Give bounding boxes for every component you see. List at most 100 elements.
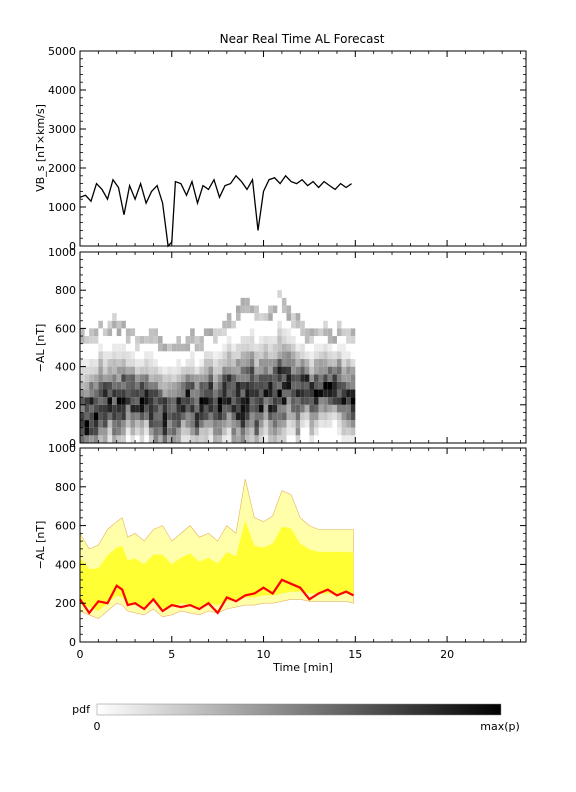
- heatmap-cell: [93, 358, 99, 367]
- heatmap-cell: [300, 343, 305, 352]
- heatmap-cell: [213, 351, 218, 359]
- heatmap-cell: [245, 366, 250, 375]
- heatmap-cell: [236, 358, 241, 367]
- heatmap-cell: [148, 435, 154, 443]
- heatmap-cell: [263, 351, 269, 359]
- heatmap-cell: [341, 328, 347, 337]
- heatmap-cell: [158, 435, 163, 443]
- heatmap-cell: [217, 381, 223, 390]
- heatmap-cell: [277, 343, 282, 352]
- heatmap-cell: [144, 366, 149, 375]
- heatmap-cell: [125, 420, 131, 428]
- heatmap-cell: [130, 427, 136, 436]
- heatmap-cell: [180, 381, 186, 390]
- heatmap-cell: [327, 358, 333, 367]
- heatmap-cell: [107, 412, 113, 421]
- heatmap-cell: [341, 420, 347, 428]
- heatmap-cell: [277, 420, 282, 428]
- heatmap-cell: [190, 420, 195, 428]
- heatmap-cell: [153, 336, 159, 344]
- heatmap-cell: [89, 397, 94, 405]
- heatmap-cell: [176, 374, 181, 382]
- heatmap-cell: [226, 404, 232, 413]
- heatmap-cell: [203, 397, 209, 405]
- heatmap-cell: [80, 328, 85, 337]
- heatmap-cell: [217, 420, 223, 428]
- heatmap-cell: [341, 381, 347, 390]
- heatmap-cell: [254, 427, 259, 436]
- heatmap-cell: [254, 313, 259, 321]
- heatmap-cell: [341, 374, 347, 382]
- heatmap-cell: [171, 366, 177, 375]
- heatmap-cell: [286, 389, 292, 398]
- heatmap-cell: [263, 412, 269, 421]
- heatmap-cell: [318, 343, 324, 352]
- vbs-series-line: [79, 174, 352, 248]
- heatmap-cell: [194, 412, 200, 421]
- heatmap-cell: [346, 336, 351, 344]
- heatmap-cell: [327, 366, 333, 375]
- y-tick-label: 3000: [48, 123, 76, 136]
- heatmap-cell: [236, 427, 241, 436]
- heatmap-cell: [130, 358, 136, 367]
- heatmap-cell: [222, 328, 227, 337]
- heatmap-cell: [107, 358, 113, 367]
- heatmap-cell: [112, 435, 117, 443]
- heatmap-cell: [249, 435, 255, 443]
- heatmap-cell: [336, 397, 342, 405]
- heatmap-cell: [158, 404, 163, 413]
- heatmap-cell: [240, 397, 246, 405]
- heatmap-cell: [93, 389, 99, 398]
- heatmap-cell: [162, 366, 168, 375]
- heatmap-cell: [135, 366, 140, 375]
- heatmap-cell: [116, 427, 122, 436]
- heatmap-cell: [135, 381, 140, 390]
- heatmap-cell: [190, 389, 195, 398]
- heatmap-cell: [318, 328, 324, 337]
- heatmap-cell: [350, 420, 356, 428]
- heatmap-cell: [80, 336, 85, 344]
- heatmap-cell: [249, 374, 255, 382]
- heatmap-cell: [167, 374, 172, 382]
- heatmap-cell: [263, 336, 269, 344]
- heatmap-cell: [171, 404, 177, 413]
- heatmap-cell: [341, 427, 347, 436]
- heatmap-cell: [89, 336, 94, 344]
- heatmap-cell: [309, 397, 315, 405]
- heatmap-cell: [112, 374, 117, 382]
- heatmap-cell: [304, 420, 310, 428]
- heatmap-cell: [281, 381, 287, 390]
- heatmap-cell: [323, 420, 328, 428]
- heatmap-cell: [158, 366, 163, 375]
- heatmap-cell: [171, 397, 177, 405]
- heatmap-cell: [162, 404, 168, 413]
- heatmap-cell: [190, 328, 195, 337]
- heatmap-cell: [226, 389, 232, 398]
- heatmap-cell: [300, 320, 305, 329]
- heatmap-cell: [121, 343, 126, 352]
- heatmap-cell: [346, 328, 351, 337]
- heatmap-cell: [190, 397, 195, 405]
- heatmap-cell: [203, 412, 209, 421]
- heatmap-cell: [309, 435, 315, 443]
- heatmap-cell: [295, 366, 301, 375]
- heatmap-cell: [304, 412, 310, 421]
- heatmap-cell: [281, 397, 287, 405]
- heatmap-cell: [112, 358, 117, 367]
- al-pdf-ylabel: −AL [nT]: [34, 324, 47, 373]
- heatmap-cell: [249, 351, 255, 359]
- heatmap-cell: [176, 397, 181, 405]
- heatmap-cell: [263, 313, 269, 321]
- heatmap-cell: [199, 427, 204, 436]
- heatmap-cell: [93, 374, 99, 382]
- heatmap-cell: [300, 358, 305, 367]
- heatmap-cell: [231, 374, 237, 382]
- heatmap-cell: [268, 427, 273, 436]
- heatmap-cell: [249, 358, 255, 367]
- heatmap-cell: [231, 412, 237, 421]
- heatmap-cell: [180, 435, 186, 443]
- heatmap-cell: [89, 435, 94, 443]
- heatmap-cell: [268, 435, 273, 443]
- heatmap-cell: [208, 397, 214, 405]
- heatmap-cell: [327, 336, 333, 344]
